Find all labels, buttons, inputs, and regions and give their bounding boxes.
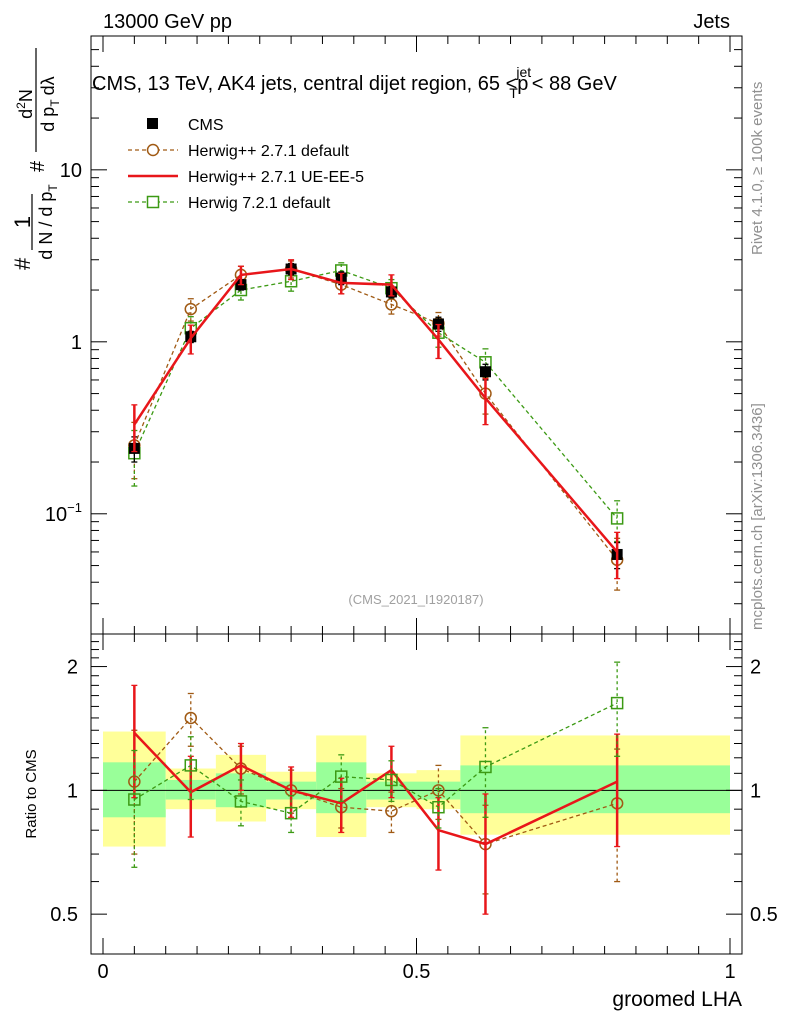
title-pt-sup: jet bbox=[515, 64, 531, 80]
main-series-herwig-2-7-1-ue-ee-5 bbox=[131, 259, 621, 580]
title-prefix: CMS, 13 TeV, AK4 jets, central dijet reg… bbox=[92, 73, 517, 95]
legend-marker-h271 bbox=[146, 143, 160, 157]
ratio-axis-ticks bbox=[91, 634, 742, 955]
ylabel-num-n: N bbox=[16, 89, 36, 102]
main-series-herwig-2-7-1-default bbox=[128, 260, 624, 591]
data-point bbox=[385, 804, 398, 818]
svg-text:1: 1 bbox=[10, 216, 35, 228]
ratio-series-layer bbox=[128, 661, 624, 915]
ratio-y-tick-label-right: 1 bbox=[750, 780, 761, 802]
ratio-y-tick-label: 0.5 bbox=[50, 904, 78, 926]
ylabel-num-sup: 2 bbox=[14, 102, 28, 109]
main-y-tick-labels: 10−1 1 10 bbox=[45, 160, 82, 526]
main-series-layer bbox=[128, 259, 624, 591]
ylabel-dn: d N / d p bbox=[36, 192, 56, 260]
data-point bbox=[234, 795, 248, 808]
series-line bbox=[133, 716, 618, 845]
data-point bbox=[335, 770, 348, 783]
main-axis-ticks bbox=[91, 35, 742, 635]
ylabel-num-d: d bbox=[16, 109, 36, 119]
ylabel-dn-sub: T bbox=[46, 184, 60, 192]
ratio-band-stat bbox=[460, 765, 730, 814]
ylabel-hash-2: # bbox=[27, 160, 49, 172]
series-line bbox=[133, 268, 618, 561]
x-tick-label: 0.5 bbox=[403, 961, 431, 983]
x-tick-label: 1 bbox=[724, 961, 735, 983]
ratio-y-tick-label-right: 0.5 bbox=[750, 904, 778, 926]
legend-marker-h721 bbox=[146, 195, 160, 209]
ratio-panel: 0.5 0.51 12 2 0 0.5 1 bbox=[50, 633, 778, 983]
legend-label-h721: Herwig 7.2.1 default bbox=[188, 195, 331, 212]
legend: CMS Herwig++ 2.7.1 default Herwig++ 2.7.… bbox=[128, 117, 364, 212]
main-panel: 10−1 1 10 bbox=[45, 35, 743, 635]
data-point bbox=[284, 806, 298, 820]
data-point bbox=[432, 800, 445, 814]
data-point bbox=[479, 366, 491, 378]
svg-text:d pTdλ: d pTdλ bbox=[38, 76, 62, 131]
data-point bbox=[385, 773, 398, 787]
legend-marker-cms bbox=[147, 118, 158, 129]
series-line bbox=[133, 269, 618, 519]
legend-label-ue: Herwig++ 2.7.1 UE-EE-5 bbox=[188, 169, 364, 186]
legend-label-cms: CMS bbox=[188, 117, 224, 134]
ratio-x-tick-labels: 0 0.5 1 bbox=[97, 961, 735, 983]
main-y-tick-label: 10 bbox=[60, 160, 82, 182]
title-pt: p bbox=[517, 73, 528, 95]
ratio-y-tick-label-right: 2 bbox=[750, 657, 761, 679]
title-pt-sub: T bbox=[509, 85, 518, 101]
beam-label: 13000 GeV pp bbox=[103, 11, 232, 33]
legend-label-h271: Herwig++ 2.7.1 default bbox=[188, 143, 350, 160]
title-suffix: < 88 GeV bbox=[532, 73, 618, 95]
svg-text:d2N: d2N bbox=[14, 89, 36, 119]
main-series-herwig-7-2-1-default bbox=[128, 262, 624, 543]
rivet-label: Rivet 4.1.0, ≥ 100k events bbox=[749, 82, 766, 255]
svg-text:#: # bbox=[10, 257, 35, 270]
x-axis-label: groomed LHA bbox=[612, 988, 742, 1011]
data-point bbox=[184, 759, 198, 772]
data-point bbox=[184, 302, 198, 316]
data-point bbox=[128, 793, 141, 806]
ylabel-one: 1 bbox=[10, 216, 35, 228]
category-label: Jets bbox=[693, 11, 730, 33]
x-tick-label: 0 bbox=[97, 961, 108, 983]
svg-text:#: # bbox=[27, 160, 49, 172]
data-point bbox=[610, 512, 624, 525]
main-y-tick-label: 10−1 bbox=[45, 500, 82, 526]
ratio-y-tick-labels: 0.5 0.5 1 1 2 2 bbox=[50, 657, 778, 927]
data-point bbox=[184, 711, 198, 725]
plot-title: CMS, 13 TeV, AK4 jets, central dijet reg… bbox=[92, 64, 617, 101]
series-line bbox=[133, 267, 619, 553]
ylabel-den: d p bbox=[38, 107, 58, 132]
main-y-tick-label: 1 bbox=[71, 332, 82, 354]
ratio-y-tick-label: 1 bbox=[67, 780, 78, 802]
ratio-series-herwig-7-2-1-default bbox=[128, 661, 624, 868]
data-point bbox=[385, 298, 398, 311]
ratio-y-axis-label: Ratio to CMS bbox=[23, 749, 40, 838]
data-point bbox=[610, 696, 624, 710]
mcplots-label: mcplots.cern.ch [arXiv:1306.3436] bbox=[749, 403, 766, 630]
ylabel-den-sub: T bbox=[48, 99, 62, 107]
ratio-y-tick-label: 2 bbox=[67, 657, 78, 679]
analysis-id: (CMS_2021_I1920187) bbox=[348, 592, 483, 607]
svg-text:d N / d pT: d N / d pT bbox=[36, 184, 60, 260]
data-point bbox=[479, 760, 492, 774]
ylabel-den-lambda: dλ bbox=[38, 76, 58, 95]
ylabel-hash: # bbox=[10, 257, 35, 270]
main-y-axis-label: # 1 d N / d pT # d2N d pTdλ bbox=[10, 48, 62, 270]
